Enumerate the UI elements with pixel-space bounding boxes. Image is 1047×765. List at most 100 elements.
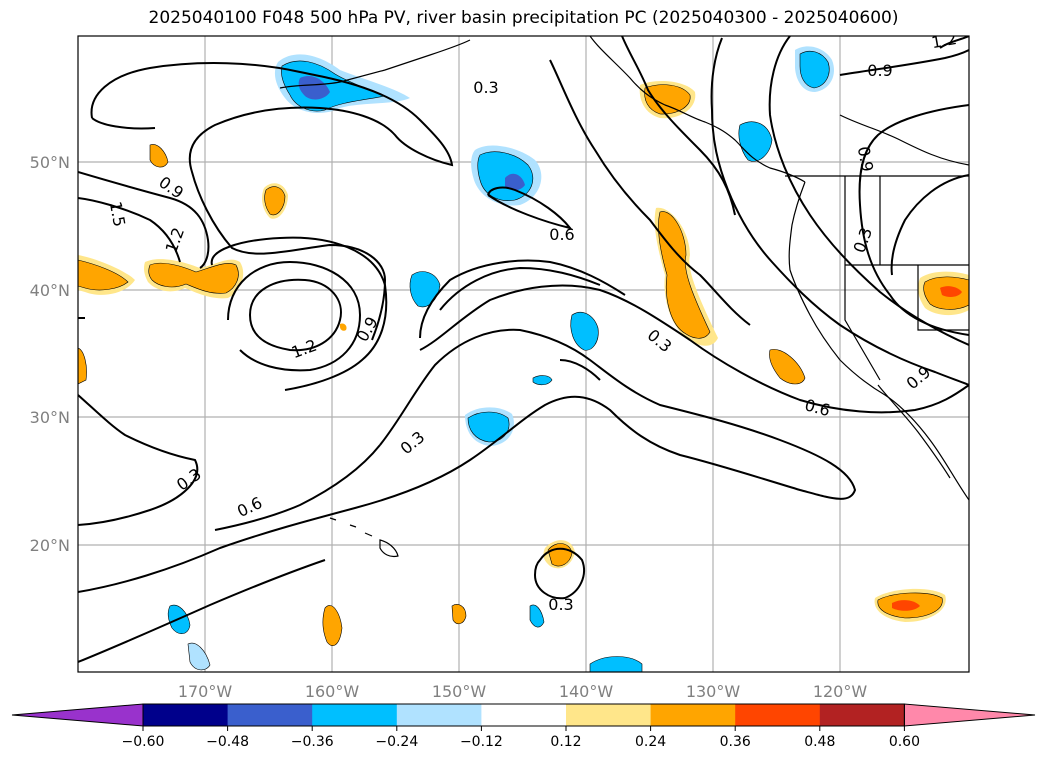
colorbar-outline bbox=[142, 703, 905, 727]
precip-blob bbox=[78, 259, 129, 291]
precip-blob bbox=[532, 375, 553, 386]
colorbar-cell bbox=[566, 704, 652, 726]
precip-blob bbox=[451, 604, 467, 625]
baja-peninsula bbox=[877, 384, 951, 479]
colorbar-tick-label: −0.60 bbox=[122, 734, 165, 750]
colorbar-tick-label: −0.24 bbox=[375, 734, 418, 750]
longitude-labels: 170°W 160°W 150°W 140°W 130°W 120°W bbox=[178, 682, 868, 701]
lon-label: 120°W bbox=[813, 682, 868, 701]
contour-label: 0.3 bbox=[473, 78, 498, 97]
precip-blob bbox=[148, 262, 239, 294]
colorbar-tick-label: 0.24 bbox=[635, 734, 666, 750]
precip-blob bbox=[78, 347, 87, 385]
contour-line bbox=[248, 278, 342, 352]
contour-line bbox=[78, 328, 857, 593]
lon-label: 150°W bbox=[432, 682, 487, 701]
precip-blob bbox=[149, 144, 169, 168]
colorbar-cell bbox=[481, 704, 567, 726]
contour-line bbox=[78, 171, 210, 269]
contour-line bbox=[621, 36, 736, 216]
colorbar-tick-label: 0.60 bbox=[889, 734, 920, 750]
contour-line bbox=[91, 117, 156, 130]
hawaii-islands bbox=[329, 517, 399, 558]
map-title: 2025040100 F048 500 hPa PV, river basin … bbox=[148, 8, 899, 28]
precip-blob bbox=[339, 323, 347, 331]
precip-blob bbox=[322, 605, 343, 646]
contour-line bbox=[78, 559, 326, 663]
lat-label: 30°N bbox=[30, 408, 70, 427]
contour-line bbox=[939, 36, 969, 49]
precip-blob bbox=[264, 186, 286, 216]
contour-label: 0.9 bbox=[867, 61, 892, 80]
contour-label: 1.2 bbox=[930, 29, 958, 52]
contour-line bbox=[210, 236, 388, 391]
us-state-borders bbox=[844, 176, 969, 381]
lon-label: 140°W bbox=[559, 682, 614, 701]
contour-line bbox=[439, 266, 601, 311]
lon-label: 130°W bbox=[686, 682, 741, 701]
contour-label: 0.6 bbox=[549, 225, 574, 244]
contour-line bbox=[78, 197, 181, 263]
contour-line bbox=[533, 547, 585, 600]
precip-blob bbox=[505, 173, 525, 191]
contour-line bbox=[487, 186, 573, 230]
colorbar-cell bbox=[650, 704, 736, 726]
colorbar-extend-high bbox=[903, 703, 1036, 727]
precip-blob bbox=[589, 656, 643, 672]
precip-blob bbox=[799, 50, 830, 89]
canada-inland bbox=[839, 114, 969, 166]
latitude-labels: 50°N 40°N 30°N 20°N bbox=[30, 153, 70, 555]
coastlines bbox=[279, 36, 969, 558]
colorbar-cell bbox=[227, 704, 313, 726]
contour-label: 1.5 bbox=[106, 200, 129, 228]
lon-label: 160°W bbox=[305, 682, 360, 701]
colorbar-tick-label: 0.12 bbox=[550, 734, 581, 750]
precip-blob bbox=[892, 600, 920, 611]
colorbar-tick-label: −0.12 bbox=[460, 734, 503, 750]
precip-blob bbox=[769, 349, 806, 385]
colorbar-cell bbox=[143, 704, 229, 726]
precip-blob bbox=[187, 642, 211, 671]
precip-blob bbox=[644, 84, 691, 115]
precip-blob bbox=[658, 211, 711, 339]
contour-label: 0.3 bbox=[548, 595, 573, 614]
contour-line bbox=[90, 62, 454, 341]
colorbar-extend-low bbox=[11, 703, 144, 727]
precip-blob bbox=[570, 311, 599, 351]
aleutian-islands bbox=[279, 39, 471, 89]
precip-blob bbox=[940, 286, 962, 297]
contour-line bbox=[559, 359, 601, 381]
contour-line bbox=[549, 59, 751, 326]
map-panel: 0.3 0.9 0.9 1.5 1.2 1.2 0.9 0.6 0.3 0.6 … bbox=[77, 29, 970, 673]
pv-contours bbox=[78, 36, 969, 663]
precip-blob bbox=[529, 604, 545, 628]
north-america-west-coast bbox=[788, 181, 969, 501]
contour-line bbox=[839, 49, 969, 76]
precip-blob bbox=[738, 121, 773, 162]
colorbar-cell bbox=[819, 704, 905, 726]
contour-line bbox=[890, 174, 969, 276]
contour-line bbox=[419, 259, 626, 339]
contour-line bbox=[227, 260, 362, 372]
contour-line bbox=[419, 284, 969, 414]
alaska-coast bbox=[589, 36, 806, 183]
colorbar: −0.60 −0.48 −0.36 −0.24 −0.12 0.12 0.24 0.36 0.4… bbox=[11, 703, 1036, 750]
colorbar-cell bbox=[396, 704, 482, 726]
colorbar-tick-label: −0.36 bbox=[291, 734, 334, 750]
colorbar-tick-label: 0.48 bbox=[804, 734, 835, 750]
contour-label: 0.9 bbox=[854, 145, 877, 173]
colorbar-cell bbox=[312, 704, 398, 726]
lon-label: 170°W bbox=[178, 682, 233, 701]
contour-line bbox=[858, 104, 969, 336]
lat-label: 50°N bbox=[30, 153, 70, 172]
colorbar-tick-label: −0.48 bbox=[206, 734, 249, 750]
contour-line bbox=[710, 37, 969, 386]
contour-line bbox=[78, 394, 199, 526]
colorbar-cell bbox=[735, 704, 821, 726]
lat-label: 40°N bbox=[30, 281, 70, 300]
colorbar-tick-label: 0.36 bbox=[720, 734, 751, 750]
map-frame bbox=[77, 35, 970, 673]
precip-blob bbox=[298, 75, 330, 100]
lat-label: 20°N bbox=[30, 536, 70, 555]
